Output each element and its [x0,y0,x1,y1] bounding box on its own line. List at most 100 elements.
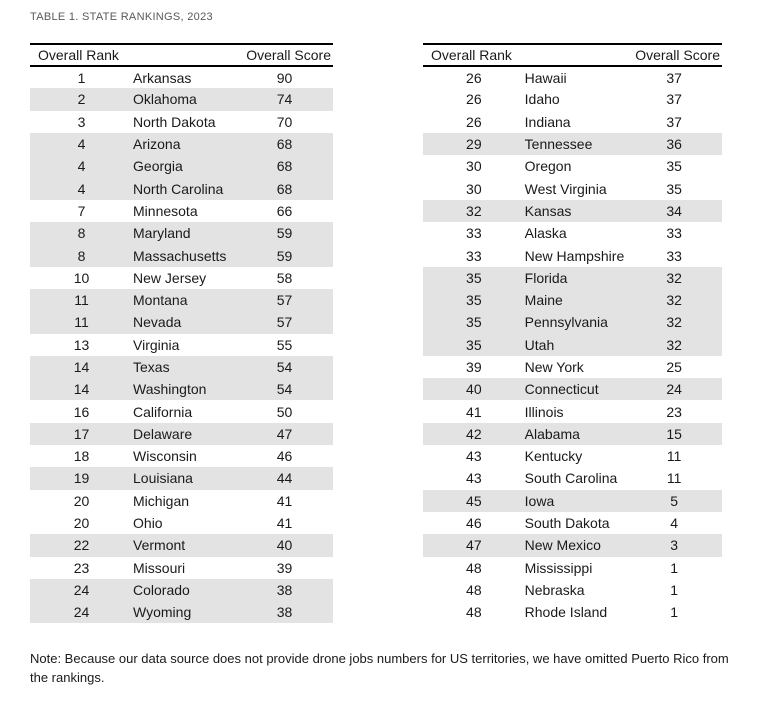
table-row: 14 Texas 54 [30,355,333,379]
score-cell: 35 [666,158,682,175]
table-row: 41 Illinois 23 [423,400,722,422]
rank-cell: 14 [73,381,90,398]
rank-cell: 33 [466,247,482,264]
rank-cell: 29 [466,136,482,153]
state-cell: Alabama [524,425,580,442]
table-row: 10 New Jersey 58 [30,267,333,289]
score-cell: 38 [276,581,293,598]
score-cell: 37 [666,91,682,108]
state-cell: Utah [524,336,555,353]
state-cell: Colorado [133,581,190,598]
state-cell: Mississippi [524,559,593,576]
table-row: 4 Georgia 68 [30,155,333,178]
table-row: 42 Alabama 15 [423,422,722,446]
score-cell: 58 [276,269,293,286]
overall-score-header: Overall Score [236,43,333,67]
state-cell: Minnesota [133,202,198,219]
state-cell: Maine [524,292,563,309]
rank-cell: 4 [77,136,86,153]
state-cell: Oklahoma [133,91,197,108]
rankings-table-left: Overall Rank Overall Score 1 Arkansas 90 2 O… [30,43,333,624]
score-cell: 38 [276,604,293,621]
score-cell: 1 [670,604,679,621]
table-row: 45 Iowa 5 [423,489,722,512]
table-row: 29 Tennessee 36 [423,132,722,156]
table-row: 33 New Hampshire 33 [423,244,722,266]
state-cell: California [133,403,193,420]
table-row: 17 Delaware 47 [30,422,333,446]
state-cell: Louisiana [133,470,193,487]
score-cell: 1 [670,581,679,598]
state-cell: Maryland [133,225,191,242]
rank-cell: 24 [73,604,90,621]
score-cell: 3 [670,537,679,554]
state-cell: Montana [133,292,188,309]
score-cell: 68 [276,180,293,197]
score-cell: 57 [276,314,293,331]
rank-cell: 43 [466,470,482,487]
state-cell: Nebraska [524,581,585,598]
table-row: 20 Michigan 41 [30,490,333,512]
score-cell: 37 [666,113,682,130]
rank-cell: 30 [466,180,482,197]
rank-cell: 4 [77,180,86,197]
state-cell: Iowa [524,492,555,509]
rank-cell: 10 [73,269,90,286]
table-row: 40 Connecticut 24 [423,378,722,401]
rank-cell: 3 [77,113,86,130]
state-cell: New York [524,359,584,375]
state-cell: Connecticut [524,381,599,398]
rank-cell: 35 [466,269,482,286]
score-cell: 40 [276,537,293,554]
rank-cell: 17 [73,425,90,442]
table-row: 8 Maryland 59 [30,222,333,245]
score-cell: 59 [276,225,293,242]
rank-cell: 35 [466,292,482,309]
state-cell: Missouri [133,559,186,576]
state-cell: North Dakota [133,113,216,130]
table-row: 30 Oregon 35 [423,155,722,177]
state-cell: New Hampshire [524,247,625,264]
score-cell: 41 [276,492,293,509]
score-cell: 32 [666,292,682,309]
score-cell: 32 [666,269,682,286]
state-cell: West Virginia [524,180,607,197]
state-cell: Delaware [133,425,193,442]
state-cell: Illinois [524,403,564,420]
rank-cell: 42 [466,425,482,442]
table-row: 33 Alaska 33 [423,222,722,244]
state-cell: Nevada [133,314,182,331]
rank-cell: 26 [466,69,482,86]
rank-cell: 45 [466,492,482,509]
score-cell: 54 [276,359,293,375]
rank-cell: 43 [466,448,482,465]
rank-cell: 35 [466,314,482,331]
table-row: 26 Hawaii 37 [423,66,722,88]
rank-cell: 32 [466,202,482,219]
state-cell: Ohio [133,515,163,532]
table-row: 26 Indiana 37 [423,111,722,133]
rank-cell: 41 [466,403,482,420]
state-cell: New Jersey [133,269,207,286]
rank-cell: 18 [73,448,90,465]
score-cell: 47 [276,425,293,442]
score-cell: 57 [276,292,293,309]
table-title: TABLE 1. STATE RANKINGS, 2023 [30,11,213,23]
score-cell: 46 [276,448,293,465]
state-cell: Kentucky [524,448,583,465]
score-cell: 66 [276,202,293,219]
table-row: 7 Minnesota 66 [30,200,333,222]
state-cell: Washington [133,381,207,398]
rank-cell: 2 [77,91,86,108]
score-cell: 25 [666,359,682,375]
rank-cell: 16 [73,403,90,420]
rank-cell: 47 [466,537,482,554]
table-row: 35 Maine 32 [423,288,722,312]
score-cell: 44 [276,470,293,487]
score-cell: 37 [666,69,682,86]
rank-cell: 30 [466,158,482,175]
state-cell: South Carolina [524,470,618,487]
score-cell: 11 [666,448,682,465]
score-cell: 33 [666,247,682,264]
table-row: 47 New Mexico 3 [423,534,722,557]
